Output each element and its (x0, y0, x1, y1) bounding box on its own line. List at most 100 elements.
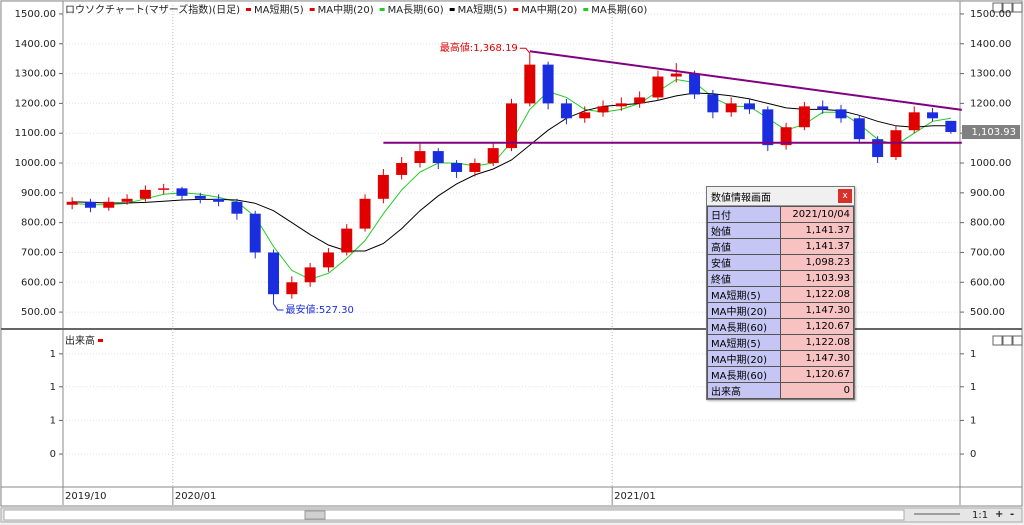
info-row: MA中期(20) 1,147.30 (707, 350, 854, 367)
candle-body (396, 163, 408, 175)
scroll-track[interactable] (3, 509, 905, 521)
low-pointer (273, 303, 284, 311)
y-tick-label: 900.00 (970, 188, 1005, 199)
zoom-out[interactable]: - (1010, 509, 1014, 520)
scroll-thumb[interactable] (304, 510, 326, 520)
candle-body (670, 73, 682, 77)
info-row: 始値 1,141.37 (707, 222, 854, 239)
legend-label: MA長期(60) (591, 4, 647, 16)
button[interactable] (1002, 335, 1013, 346)
info-row: 出来高 0 (707, 382, 854, 399)
y-tick-label: 900.00 (21, 188, 56, 199)
candle-body (689, 73, 701, 95)
info-key: 終値 (707, 270, 781, 287)
legend-label: MA長期(60) (388, 4, 444, 16)
candle-body (597, 106, 609, 113)
legend-swatch (98, 339, 103, 342)
close-button[interactable]: x (838, 189, 852, 203)
y-tick-label: 1300.00 (15, 69, 56, 80)
high-label: 最高値:1,368.19 (440, 41, 518, 54)
candle-body (286, 282, 298, 295)
candle-body (231, 201, 243, 214)
candle-body (322, 252, 334, 268)
candle-body (194, 195, 206, 199)
info-row: MA長期(60) 1,120.67 (707, 366, 854, 383)
trend-line (529, 50, 962, 111)
button[interactable] (1012, 2, 1023, 13)
candle-body (176, 188, 188, 196)
legend-swatch (449, 8, 455, 11)
y-tick-label: 1000.00 (970, 158, 1011, 169)
candle-body (762, 109, 774, 146)
info-value: 1,122.08 (780, 286, 854, 303)
button[interactable] (992, 2, 1003, 13)
last-price-box (962, 125, 1020, 140)
y-tick-label: 700.00 (970, 247, 1005, 258)
y-tick-label: 1 (50, 415, 56, 426)
info-panel[interactable]: 数値情報画面 x 日付 2021/10/04 始値 1,141.37 高値 1,141.3… (706, 186, 855, 400)
info-row: 高値 1,141.37 (707, 238, 854, 255)
zoom-label[interactable]: 1:1 (972, 510, 988, 521)
candle-body (835, 109, 847, 119)
y-tick-label: 1200.00 (970, 98, 1011, 109)
info-value: 1,122.08 (780, 334, 854, 351)
y-tick-label: 1300.00 (970, 69, 1011, 80)
y-tick-label: 0 (970, 449, 976, 460)
info-value: 1,120.67 (780, 318, 854, 335)
info-title: 数値情報画面 (711, 192, 771, 204)
y-tick-label: 500.00 (970, 307, 1005, 318)
y-tick-label: 1400.00 (970, 39, 1011, 50)
button[interactable] (1012, 335, 1023, 346)
info-value: 1,120.67 (780, 366, 854, 383)
panel-buttons[interactable] (992, 2, 1023, 346)
candle-body (341, 228, 353, 253)
legend-swatch (246, 8, 252, 11)
x-tick-label: 2019/10 (65, 491, 107, 502)
y-tick-label: 1200.00 (15, 98, 56, 109)
legend-swatch (513, 8, 519, 11)
low-label: 最安値:527.30 (286, 303, 354, 316)
info-row: MA短期(5) 1,122.08 (707, 334, 854, 351)
candle-body (213, 198, 225, 202)
candle-body (359, 198, 371, 229)
candle-body (139, 189, 151, 199)
candles (66, 53, 957, 304)
y-tick-label: 600.00 (970, 277, 1005, 288)
info-title-bar: 数値情報画面 x (707, 187, 854, 206)
candle-body (506, 103, 517, 149)
legend-label: MA短期(5) (254, 3, 304, 16)
candle-body (798, 106, 810, 128)
y-tick-label: 1100.00 (15, 128, 56, 139)
info-key: MA中期(20) (707, 302, 781, 319)
candle-body (743, 103, 755, 110)
info-row: MA短期(5) 1,122.08 (707, 286, 854, 303)
x-tick-label: 2021/01 (614, 491, 656, 502)
volume-title: 出来高 (65, 334, 95, 347)
button[interactable] (1002, 2, 1013, 13)
y-tick-label: 800.00 (970, 218, 1005, 229)
y-tick-label: 1500.00 (970, 9, 1011, 20)
y-tick-label: 1000.00 (15, 158, 56, 169)
legend-swatch (379, 8, 385, 11)
candle-body (853, 118, 865, 140)
info-key: MA長期(60) (707, 318, 781, 335)
info-value: 0 (780, 382, 854, 399)
candle-body (872, 139, 884, 158)
info-key: MA長期(60) (707, 366, 781, 383)
y-tick-label: 800.00 (21, 218, 56, 229)
info-key: 安値 (707, 254, 781, 271)
zoom-in[interactable]: + (995, 509, 1003, 520)
candle-body (268, 252, 280, 295)
candle-body (945, 120, 957, 133)
candle-body (432, 151, 444, 164)
legend-label: MA短期(5) (458, 3, 508, 16)
candle-body (560, 103, 572, 119)
high-pointer (519, 47, 531, 54)
info-key: 出来高 (707, 382, 781, 399)
candle-body (652, 76, 664, 98)
info-row: MA長期(60) 1,120.67 (707, 318, 854, 335)
candle-body (634, 97, 646, 104)
y-tick-label: 500.00 (21, 307, 56, 318)
button[interactable] (992, 335, 1003, 346)
